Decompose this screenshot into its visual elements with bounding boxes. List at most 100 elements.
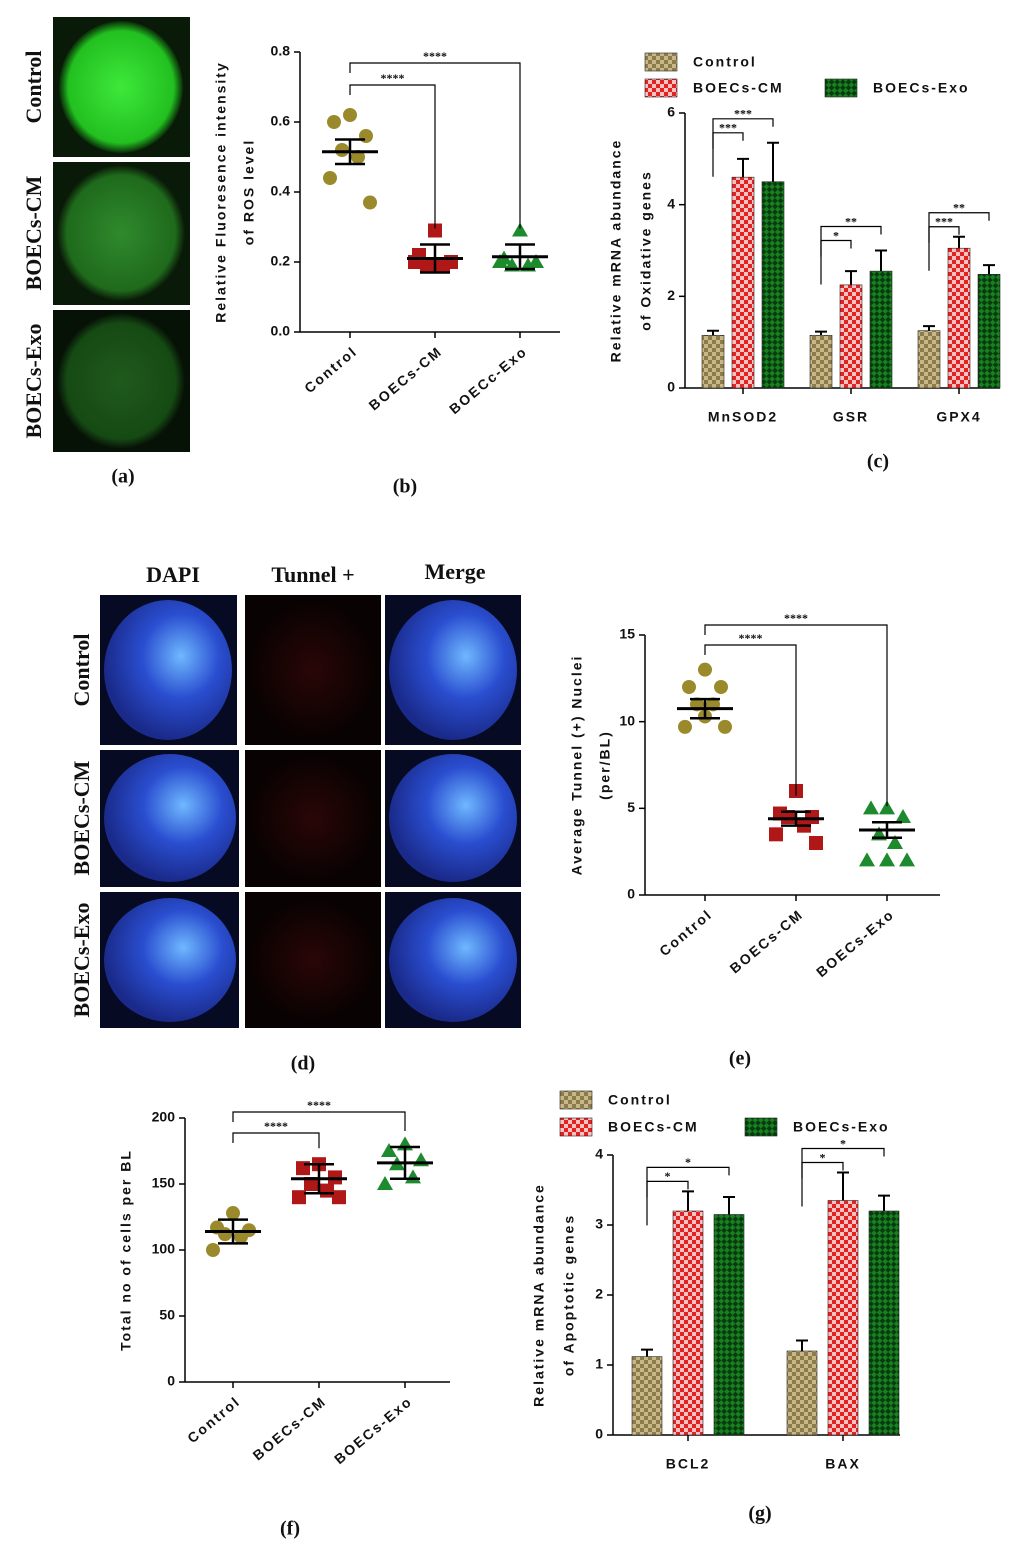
y-axis-label: Relative mRNA abundance xyxy=(531,1183,547,1407)
legend-swatch xyxy=(559,1090,593,1110)
point xyxy=(335,143,349,157)
point xyxy=(492,254,508,268)
point xyxy=(420,258,434,273)
bar xyxy=(701,334,725,389)
column-label: Tunnel + xyxy=(271,562,354,587)
bar xyxy=(868,1210,900,1436)
significance-label: **** xyxy=(739,631,763,645)
bar xyxy=(713,1214,745,1436)
panel-label: (a) xyxy=(111,466,134,488)
column-label: DAPI xyxy=(146,562,200,587)
point xyxy=(206,1243,220,1257)
y-tick-label: 0 xyxy=(627,886,635,902)
error-bar xyxy=(737,157,749,178)
bar xyxy=(786,1350,818,1436)
y-tick-label: 0 xyxy=(167,1373,175,1389)
significance-bracket xyxy=(712,118,774,149)
row-label: Control xyxy=(21,51,46,124)
legend-label: Control xyxy=(693,54,757,70)
significance-bracket xyxy=(820,239,852,285)
y-tick-label: 1 xyxy=(595,1356,603,1372)
error-bar xyxy=(767,141,779,182)
x-tick-label: BOECs-Exo xyxy=(813,906,897,980)
error-bar xyxy=(390,1145,420,1180)
significance-bracket xyxy=(704,644,797,796)
point xyxy=(377,1176,393,1190)
y-tick-label: 200 xyxy=(152,1109,176,1125)
error-bar xyxy=(837,1171,849,1201)
bar xyxy=(827,1200,859,1436)
error-bar xyxy=(872,820,902,840)
y-tick-label: 0.4 xyxy=(271,183,291,199)
significance-bracket xyxy=(928,226,960,271)
y-tick-label: 10 xyxy=(619,712,635,728)
image xyxy=(251,900,375,1020)
point xyxy=(226,1206,240,1221)
x-tick-label: Control xyxy=(301,343,360,396)
point xyxy=(879,800,895,815)
panel-label: (b) xyxy=(393,476,417,498)
significance-label: *** xyxy=(734,107,752,121)
point xyxy=(351,150,365,164)
image xyxy=(57,313,185,449)
significance-label: **** xyxy=(307,1098,331,1112)
panel-label: (c) xyxy=(867,451,889,473)
significance-bracket xyxy=(646,1166,730,1198)
significance-label: **** xyxy=(381,71,405,85)
significance-bracket xyxy=(801,1147,885,1179)
point xyxy=(859,852,875,867)
significance-bracket xyxy=(801,1161,844,1207)
point xyxy=(809,836,823,850)
y-tick-label: 5 xyxy=(627,799,635,815)
error-bar xyxy=(983,264,995,275)
error-bar xyxy=(723,1196,735,1215)
legend-label: BOECs-CM xyxy=(693,80,784,96)
error-bar xyxy=(420,243,450,274)
significance-label: ** xyxy=(845,214,857,228)
x-tick-label: BOECs-Exo xyxy=(331,1393,415,1467)
point xyxy=(320,1183,334,1198)
significance-bracket xyxy=(820,225,882,257)
point xyxy=(781,810,795,824)
row-label: Control xyxy=(69,634,94,707)
bar xyxy=(917,330,941,389)
error-bar xyxy=(781,810,811,827)
panel-label: (g) xyxy=(748,1503,771,1525)
point xyxy=(436,258,450,273)
bar xyxy=(809,334,833,389)
y-tick-label: 6 xyxy=(667,104,675,120)
image xyxy=(104,754,236,882)
significance-label: **** xyxy=(423,49,447,63)
legend-swatch xyxy=(824,78,858,98)
error-bar xyxy=(690,697,720,720)
error-bar xyxy=(707,329,719,336)
row-label: BOECs-Exo xyxy=(69,903,94,1018)
y-tick-label: 150 xyxy=(152,1175,176,1191)
significance-label: **** xyxy=(784,611,808,625)
significance-bracket xyxy=(704,624,888,807)
point xyxy=(714,680,728,694)
bar xyxy=(839,284,863,389)
y-tick-label: 0.6 xyxy=(271,113,291,129)
point xyxy=(879,852,895,867)
y-tick-label: 50 xyxy=(159,1307,175,1323)
significance-bracket xyxy=(646,1180,689,1226)
significance-bracket xyxy=(232,1111,406,1132)
point xyxy=(359,129,373,143)
error-bar xyxy=(845,270,857,285)
image xyxy=(57,165,185,301)
error-bar xyxy=(218,1218,248,1245)
y-tick-label: 0.8 xyxy=(271,43,291,59)
x-tick-label: BCL2 xyxy=(666,1456,711,1472)
y-axis-label: Average Tunnel (+) Nuclei xyxy=(569,655,585,876)
significance-bracket xyxy=(232,1132,320,1149)
x-tick-label: BOECs-CM xyxy=(250,1393,330,1464)
bar xyxy=(672,1210,704,1436)
legend-swatch xyxy=(644,52,678,72)
x-tick-label: Control xyxy=(184,1393,243,1446)
image xyxy=(389,754,517,882)
y-axis-label: of Oxidative genes xyxy=(638,170,654,330)
error-bar xyxy=(641,1348,653,1357)
x-tick-label: BOECc-Exo xyxy=(446,343,530,417)
significance-label: * xyxy=(820,1150,826,1164)
